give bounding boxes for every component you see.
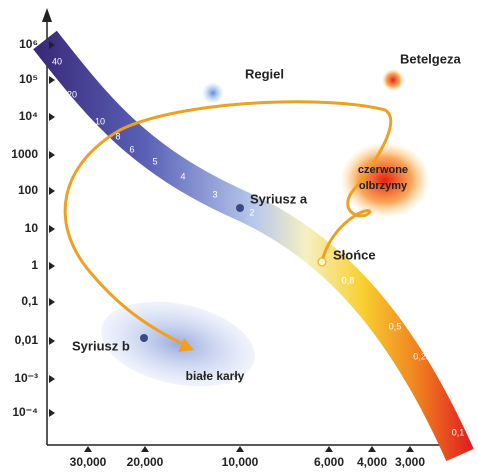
mass-label: 20 xyxy=(67,89,77,99)
y-tick-label: 10⁻⁴ xyxy=(12,405,38,419)
x-tick xyxy=(368,446,376,452)
y-tick xyxy=(49,337,55,345)
label: czerwone xyxy=(358,164,408,176)
mass-label: 0,1 xyxy=(452,427,465,437)
x-tick-label: 20,000 xyxy=(127,455,164,469)
x-tick-label: 3,000 xyxy=(395,455,425,469)
mass-label: 2 xyxy=(249,207,254,217)
y-tick-label: 10 xyxy=(25,221,39,235)
mass-label: 0,5 xyxy=(389,321,402,331)
y-arrow xyxy=(42,8,52,22)
x-tick-label: 10,000 xyxy=(222,455,259,469)
y-tick xyxy=(49,262,55,270)
y-tick xyxy=(49,409,55,417)
label: Betelgeza xyxy=(400,51,461,66)
syriusz-b-star xyxy=(140,334,148,342)
y-tick-label: 10⁵ xyxy=(19,72,38,86)
y-tick-label: 1000 xyxy=(11,147,38,161)
syriusz-a-star xyxy=(236,204,244,212)
y-tick-label: 0,01 xyxy=(15,333,39,347)
y-tick-label: 10⁴ xyxy=(19,109,38,123)
mass-label: 8 xyxy=(115,131,120,141)
label: Regiel xyxy=(245,66,284,81)
x-tick xyxy=(84,446,92,452)
label: olbrzymy xyxy=(359,180,408,192)
y-tick xyxy=(49,187,55,195)
x-tick xyxy=(325,446,333,452)
x-tick-label: 4,000 xyxy=(357,455,387,469)
y-tick-label: 100 xyxy=(18,183,38,197)
x-tick xyxy=(236,446,244,452)
label: Syriusz b xyxy=(72,338,130,353)
regiel-star xyxy=(202,82,224,104)
sun-star xyxy=(318,258,326,266)
y-tick-label: 10⁻³ xyxy=(14,371,38,385)
mass-label: 4 xyxy=(180,171,185,181)
label: Słońce xyxy=(333,247,376,262)
y-tick-label: 1 xyxy=(31,258,38,272)
y-tick xyxy=(49,151,55,159)
mass-label: 0,8 xyxy=(342,275,355,285)
mass-label: 10 xyxy=(95,116,105,126)
y-tick xyxy=(49,113,55,121)
x-tick-label: 30,000 xyxy=(70,455,107,469)
y-tick xyxy=(49,375,55,383)
x-tick xyxy=(141,446,149,452)
mass-label: 40 xyxy=(52,56,62,66)
x-tick-label: 6,000 xyxy=(314,455,344,469)
hr-diagram: 10⁶ 10⁵ 10⁴ 1000 100 10 1 0,1 0,01 10⁻³ 10⁻⁴ 30,000… xyxy=(0,0,478,473)
mass-label: 3 xyxy=(212,189,217,199)
y-tick xyxy=(49,298,55,306)
label: Syriusz a xyxy=(250,191,308,206)
mass-label: 6 xyxy=(129,144,134,154)
y-tick-label: 10⁶ xyxy=(19,37,38,51)
x-tick xyxy=(406,446,414,452)
betelgeza-star xyxy=(382,69,404,91)
y-tick xyxy=(49,76,55,84)
y-tick xyxy=(49,225,55,233)
mass-label: 5 xyxy=(152,156,157,166)
mass-label: 0,25 xyxy=(413,351,431,361)
y-tick-label: 0,1 xyxy=(21,294,38,308)
label: białe karły xyxy=(186,369,245,383)
